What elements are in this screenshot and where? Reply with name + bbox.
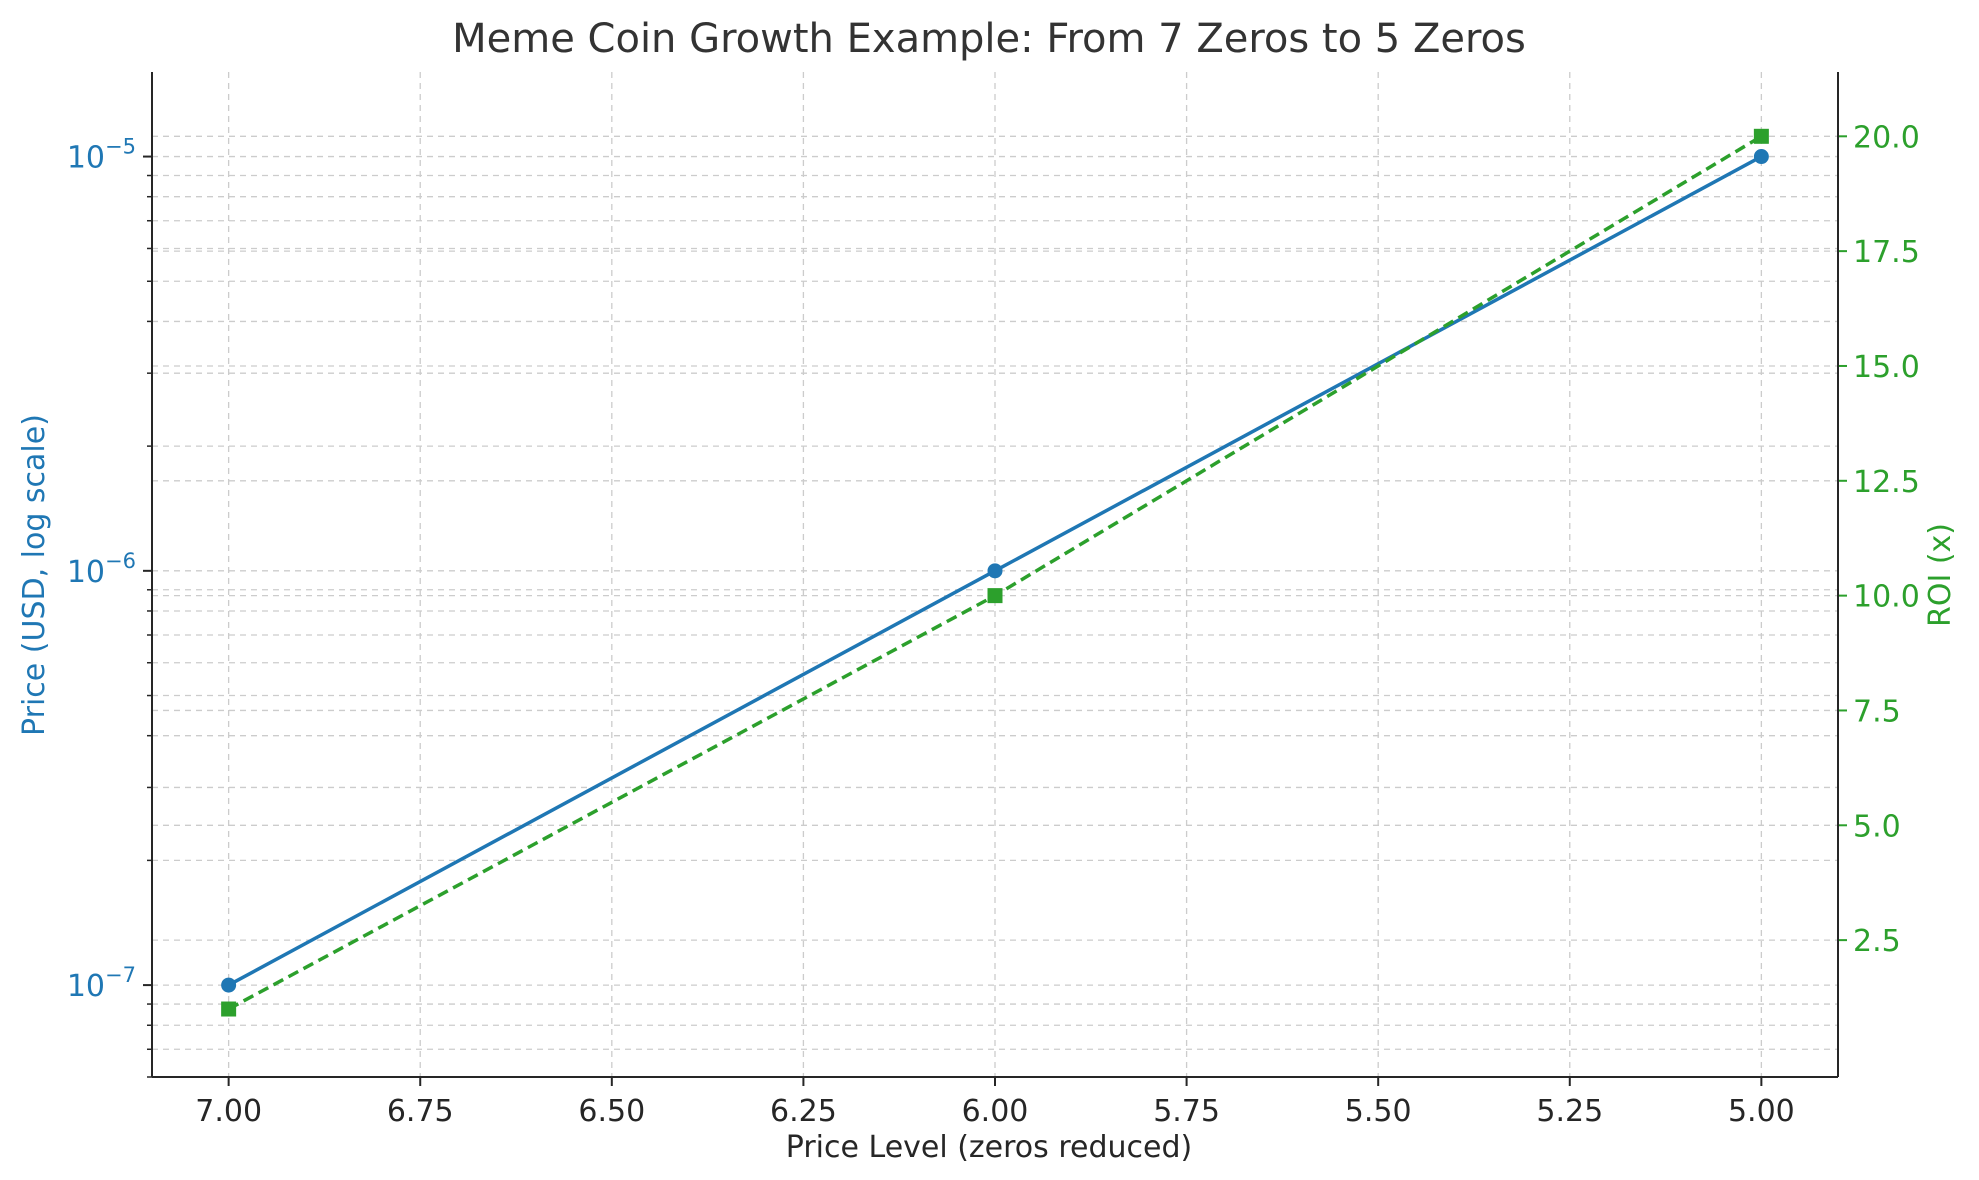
axes: 7.00 6.75 6.50 6.25 6.00 5.75 5.50 5.25 5.00 10−7…	[67, 72, 1920, 1129]
grid	[152, 72, 1838, 1078]
price-point	[1753, 149, 1769, 165]
series-roi	[221, 128, 1769, 1017]
x-axis-label: Price Level (zeros reduced)	[786, 1130, 1192, 1165]
price-point	[221, 977, 237, 993]
roi-point	[221, 1001, 237, 1017]
y2-axis-label: ROI (x)	[1923, 523, 1958, 627]
x-tick-label: 5.25	[1536, 1094, 1603, 1129]
y-tick-label: 10−6	[67, 549, 136, 590]
y2-tick-label: 10.0	[1853, 580, 1920, 615]
x-tick-label: 5.00	[1728, 1094, 1795, 1129]
y2-tick-label: 12.5	[1853, 465, 1920, 500]
y2-tick-label: 20.0	[1853, 120, 1920, 155]
y-axis-label: Price (USD, log scale)	[17, 414, 52, 736]
x-tick-label: 6.50	[578, 1094, 645, 1129]
x-tick-label: 5.50	[1345, 1094, 1412, 1129]
y2-tick-label: 7.5	[1853, 694, 1901, 729]
chart-title: Meme Coin Growth Example: From 7 Zeros t…	[452, 16, 1526, 62]
x-tick-label: 5.75	[1153, 1094, 1220, 1129]
x-tick-label: 7.00	[195, 1094, 262, 1129]
series-price	[221, 149, 1769, 993]
x-tick-label: 6.75	[387, 1094, 454, 1129]
y-tick-label: 10−7	[67, 963, 136, 1004]
x-tick-label: 6.00	[962, 1094, 1029, 1129]
y-tick-label: 10−5	[67, 135, 136, 176]
y2-tick-label: 15.0	[1853, 350, 1920, 385]
roi-point	[987, 588, 1003, 604]
x-tick-label: 6.25	[770, 1094, 837, 1129]
price-point	[987, 563, 1003, 579]
y2-tick-label: 5.0	[1853, 809, 1901, 844]
roi-point	[1753, 128, 1769, 144]
y2-tick-label: 2.5	[1853, 924, 1901, 959]
y2-tick-label: 17.5	[1853, 235, 1920, 270]
